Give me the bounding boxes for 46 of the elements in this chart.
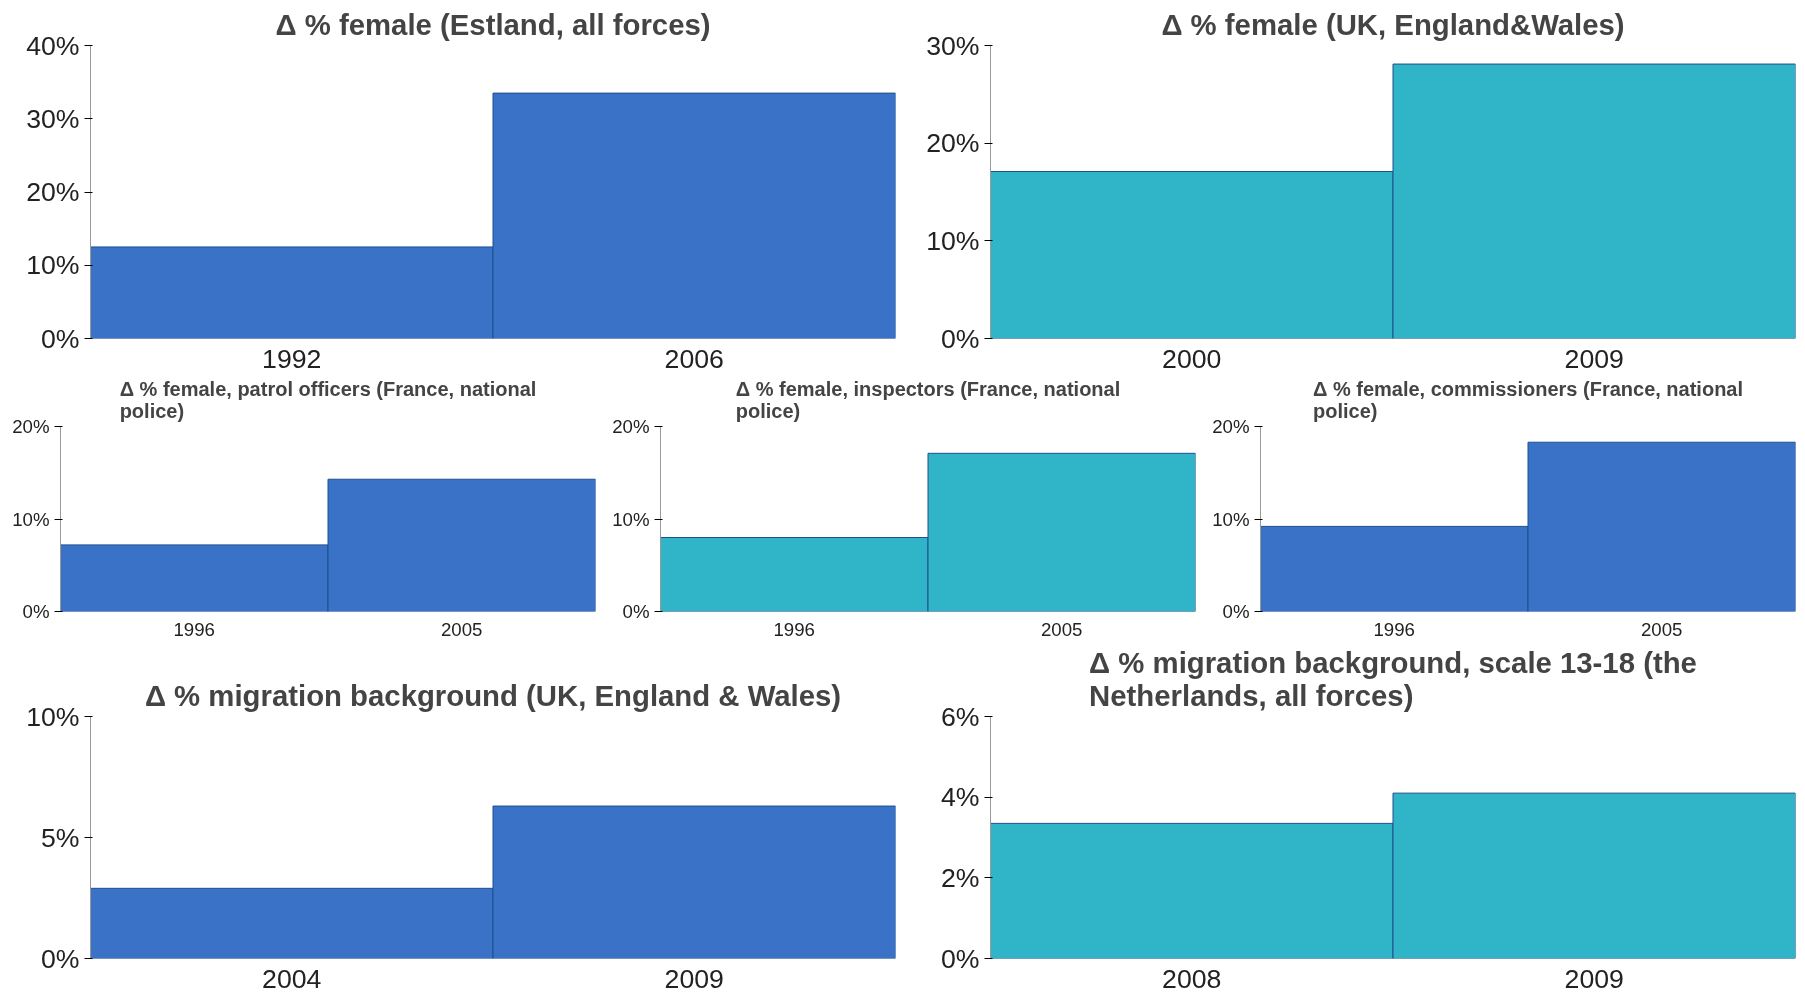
chart-title: Δ % female (UK, England&Wales) — [1161, 7, 1625, 41]
y-tick-label: 10% — [26, 701, 80, 732]
y-tick-label: 20% — [612, 416, 650, 437]
x-tick-label: 1992 — [262, 343, 322, 374]
chart-title: Δ % female (Estland, all forces) — [275, 7, 711, 41]
x-tick-label: 1996 — [773, 618, 816, 640]
x-tick-label: 2009 — [1564, 343, 1624, 374]
x-tick-label: 1996 — [1373, 618, 1416, 640]
y-tick-label: 20% — [926, 128, 980, 159]
y-tick-label: 2% — [940, 862, 980, 893]
y-tick-label: 0% — [40, 323, 80, 354]
y-tick-label: 10% — [26, 250, 80, 281]
x-tick-label: 1996 — [173, 618, 216, 640]
y-tick-label: 0% — [40, 943, 80, 974]
chart-title: Δ % female, inspectors (France, national police) — [735, 377, 1121, 422]
chart-title: Δ % female, patrol officers (France, national police) — [119, 377, 537, 422]
x-tick-label: 2009 — [664, 963, 724, 993]
y-tick-label: 20% — [26, 177, 80, 207]
y-tick-label: 10% — [926, 225, 980, 256]
y-tick-label: 40% — [26, 30, 80, 61]
x-tick-label: 2005 — [1041, 618, 1083, 640]
x-tick-label: 2006 — [664, 343, 724, 374]
chart-title: Δ % female, commissioners (France, national police) — [1312, 377, 1744, 422]
x-tick-label: 2000 — [1162, 343, 1222, 374]
chart-title: Δ % migration background, scale 13-18 (the Netherlands, all forces) — [1089, 645, 1697, 712]
y-tick-label: 4% — [940, 782, 980, 813]
y-tick-label: 10% — [1212, 508, 1250, 530]
y-tick-label: 0% — [1222, 601, 1250, 622]
y-tick-label: 20% — [12, 416, 50, 437]
y-tick-label: 0% — [22, 601, 50, 622]
x-tick-label: 2004 — [262, 963, 322, 993]
y-tick-label: 0% — [940, 943, 980, 974]
x-tick-label: 2005 — [441, 618, 483, 640]
x-tick-label: 2008 — [1162, 963, 1222, 993]
x-tick-label: 2005 — [1641, 618, 1683, 640]
y-tick-label: 20% — [1212, 416, 1250, 437]
y-tick-label: 10% — [612, 508, 650, 530]
y-tick-label: 5% — [40, 822, 80, 853]
y-tick-label: 0% — [940, 323, 980, 354]
y-tick-label: 30% — [926, 30, 980, 61]
y-tick-label: 10% — [12, 508, 50, 530]
x-tick-label: 2009 — [1564, 963, 1624, 993]
y-tick-label: 0% — [622, 601, 650, 622]
y-tick-label: 6% — [940, 701, 980, 732]
chart-title: Δ % migration background (UK, England & Wales) — [144, 678, 842, 712]
y-tick-label: 30% — [26, 103, 80, 134]
